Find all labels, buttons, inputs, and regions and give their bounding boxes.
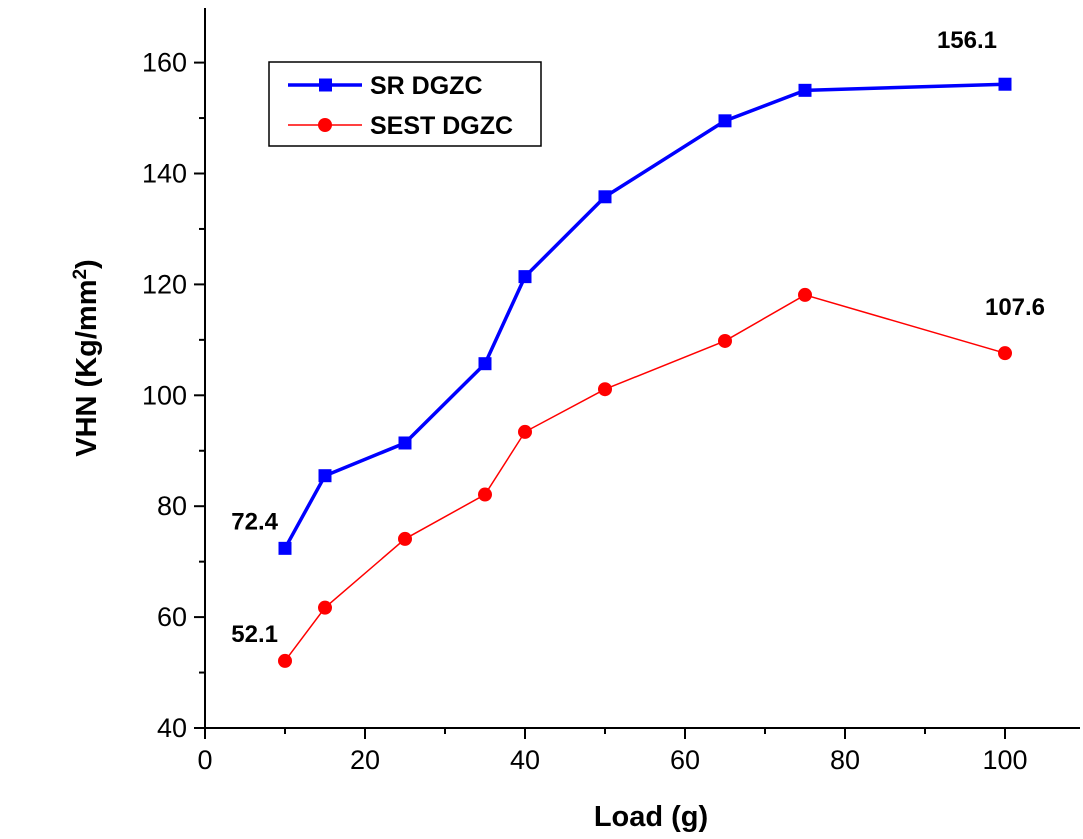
data-point [518,270,532,284]
legend-entry: SR DGZC [288,72,483,100]
x-tick-label: 80 [830,745,860,775]
x-tick-label: 40 [510,745,540,775]
x-tick-label: 0 [197,745,212,775]
y-tick-label: 80 [157,491,187,521]
annotations: 156.1 107.6 72.4 52.1 [231,27,1045,648]
y-tick-label: 40 [157,713,187,743]
series-line [284,294,1006,662]
x-tick-label: 100 [982,745,1027,775]
data-point [518,424,532,439]
data-point [278,541,292,555]
y-axis-title: VHN (Kg/mm2) [70,259,104,456]
data-point [598,190,612,204]
data-point [278,653,292,668]
data-point [718,114,732,128]
legend-marker [319,78,332,92]
axes [204,8,1080,729]
data-point [798,287,812,302]
legend-box [268,61,542,147]
data-label: 156.1 [937,27,997,54]
y-axis-title-end: ) [71,259,103,269]
x-tick-label: 20 [350,745,380,775]
data-point [398,531,412,546]
data-label: 52.1 [231,621,278,648]
data-point [598,382,612,397]
legend-entry: SEST DGZC [288,112,513,140]
data-point [478,487,492,502]
data-point [398,436,412,450]
data-point [798,83,812,97]
x-tick-label: 60 [670,745,700,775]
series-sest-dgzc [278,287,1012,668]
series-line [283,82,1006,550]
x-axis-title: Load (g) [594,801,708,833]
legend-marker [318,118,332,132]
data-point [318,600,332,615]
y-axis-title-sup: 2 [70,269,91,280]
data-point [998,346,1012,361]
data-point [318,469,332,483]
data-point [718,333,732,348]
legend-label: SR DGZC [370,72,483,100]
y-tick-label: 60 [157,602,187,632]
data-point [998,77,1012,91]
data-label: 72.4 [231,508,278,535]
y-tick-label: 160 [142,48,187,78]
y-tick-label: 140 [142,159,187,189]
legend: SR DGZC SEST DGZC [268,61,542,147]
series-sr-dgzc [278,77,1012,555]
y-tick-label: 120 [142,269,187,299]
legend-label: SEST DGZC [370,112,513,140]
ticks: 0 20 40 60 80 100 40 60 80 100 120 140 160 [142,48,1028,775]
y-tick-label: 100 [142,380,187,410]
data-label: 107.6 [985,294,1045,321]
series [278,77,1012,668]
data-point [478,357,492,371]
y-axis-title-main: VHN (Kg/mm [71,280,103,457]
